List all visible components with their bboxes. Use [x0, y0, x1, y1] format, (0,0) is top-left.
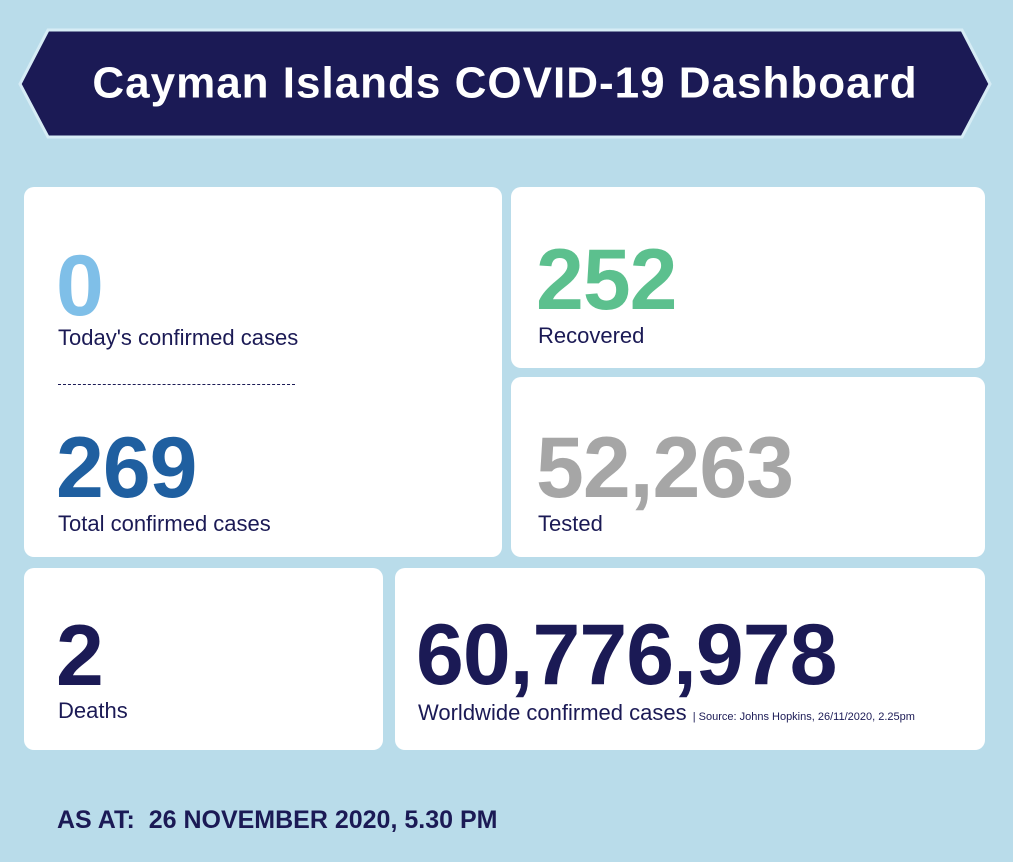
divider	[58, 384, 295, 385]
deaths-value: 2	[56, 608, 104, 704]
today-value: 0	[56, 238, 104, 334]
card	[24, 568, 383, 750]
card	[24, 187, 502, 557]
footer-date: 26 NOVEMBER 2020, 5.30 PM	[148, 806, 498, 834]
tested-value: 52,263	[536, 420, 794, 516]
total-label: Total confirmed cases	[58, 511, 271, 536]
recovered-label: Recovered	[538, 323, 645, 348]
worldwide-value: 60,776,978	[416, 607, 837, 703]
card	[395, 568, 985, 750]
banner-shape	[18, 28, 992, 139]
title: Cayman Islands COVID-19 Dashboard	[92, 59, 917, 108]
footer: AS AT: 26 NOVEMBER 2020, 5.30 PM	[57, 806, 497, 835]
recovered-value: 252	[536, 232, 677, 328]
source: | Source: Johns Hopkins, 26/11/2020, 2.2…	[692, 711, 915, 723]
worldwide-label: Worldwide confirmed cases | Source: John…	[418, 702, 915, 724]
deaths-label: Deaths	[58, 698, 128, 723]
today-label: Today's confirmed cases	[58, 325, 299, 350]
footer-label: AS AT:	[57, 806, 135, 834]
card	[511, 377, 985, 557]
banner: Cayman Islands COVID-19 Dashboard	[18, 28, 992, 139]
tested-label: Tested	[538, 511, 603, 536]
card	[511, 187, 985, 368]
total-value: 269	[56, 420, 197, 516]
worldwide-text: Worldwide confirmed cases	[418, 700, 687, 725]
